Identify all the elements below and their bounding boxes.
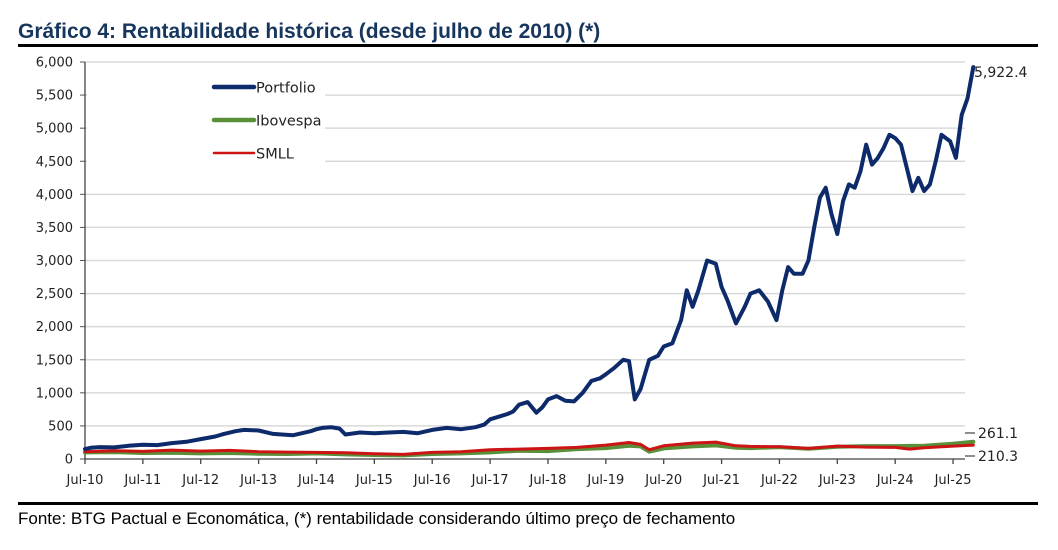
- x-tick-label: Jul-18: [528, 473, 566, 488]
- x-tick-label: Jul-24: [876, 473, 914, 488]
- title-divider: [18, 44, 1038, 47]
- x-tick-label: Jul-11: [123, 473, 161, 488]
- x-tick-label: Jul-20: [644, 473, 682, 488]
- y-tick-label: 6,000: [36, 56, 73, 71]
- y-tick-label: 1,500: [36, 353, 73, 368]
- end-labels: 5,922.4 261.1 210.3: [965, 65, 1028, 465]
- x-tick-label: Jul-13: [239, 473, 277, 488]
- y-tick-label: 1,000: [36, 386, 73, 401]
- y-tick-label: 2,000: [36, 320, 73, 335]
- y-tick-label: 500: [48, 419, 73, 434]
- x-tick-label: Jul-14: [297, 473, 335, 488]
- gridlines: [85, 61, 965, 427]
- legend: Portfolio Ibovespa SMLL: [211, 81, 322, 163]
- end-label-portfolio: 5,922.4: [974, 65, 1028, 81]
- series-lines: [83, 65, 976, 458]
- y-tick-label: 5,500: [36, 89, 73, 104]
- x-tick-label: Jul-22: [760, 473, 798, 488]
- y-tick-label: 0: [65, 453, 73, 468]
- y-tick-label: 3,500: [36, 221, 73, 236]
- end-label-smll: 210.3: [978, 449, 1018, 465]
- series-line-portfolio: [83, 65, 976, 452]
- y-tick-label: 4,500: [36, 155, 73, 170]
- x-tick-label: Jul-21: [702, 473, 740, 488]
- x-tick-label: Jul-23: [818, 473, 856, 488]
- x-tick-label: Jul-16: [413, 473, 451, 488]
- x-tick-label: Jul-19: [586, 473, 624, 488]
- legend-label-portfolio: Portfolio: [256, 81, 316, 97]
- x-tick-label: Jul-25: [934, 473, 972, 488]
- x-tick-label: Jul-17: [471, 473, 509, 488]
- y-tick-label: 2,500: [36, 287, 73, 302]
- y-tick-label: 4,000: [36, 188, 73, 203]
- legend-label-smll: SMLL: [256, 147, 294, 163]
- legend-label-ibovespa: Ibovespa: [256, 114, 322, 130]
- x-tick-label: Jul-15: [355, 473, 393, 488]
- x-tick-label: Jul-10: [66, 473, 104, 488]
- source-note: Fonte: BTG Pactual e Economática, (*) re…: [18, 509, 736, 528]
- y-tick-label: 3,000: [36, 254, 73, 269]
- y-tick-label: 5,000: [36, 122, 73, 137]
- axes: 0 500 1,000 1,500 2,000 2,500 3,000 3,500 4,000 4…: [36, 56, 972, 489]
- series-line-smll: [83, 440, 975, 456]
- end-label-ibovespa: 261.1: [978, 426, 1018, 442]
- footer-divider: [18, 502, 1038, 505]
- chart-title: Gráfico 4: Rentabilidade histórica (desd…: [18, 20, 601, 43]
- x-tick-label: Jul-12: [181, 473, 219, 488]
